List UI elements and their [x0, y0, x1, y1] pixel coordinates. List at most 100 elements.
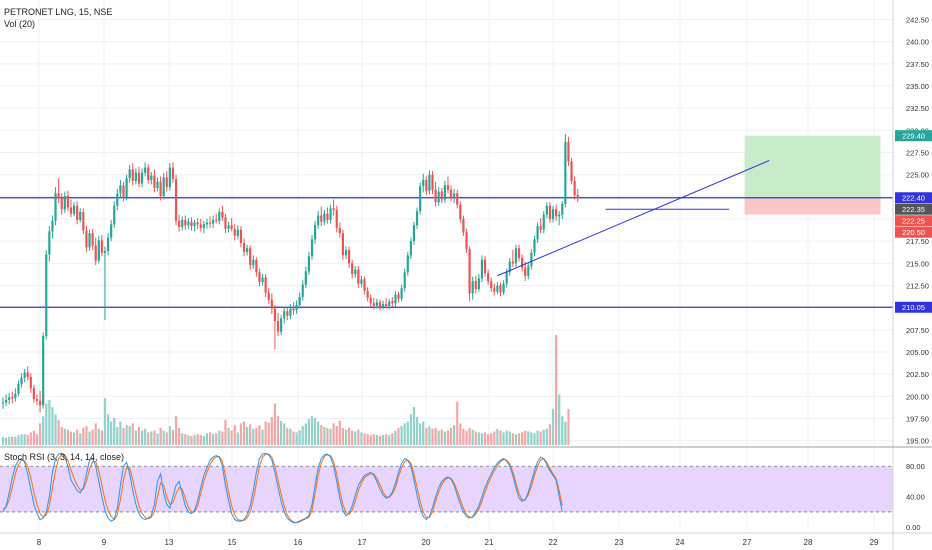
symbol-title[interactable]: PETRONET LNG, 15, NSE — [4, 7, 112, 17]
candle-body — [91, 233, 94, 246]
candle — [561, 201, 564, 220]
volume-bar — [422, 421, 425, 445]
candle-body — [527, 266, 530, 276]
volume-legend[interactable]: Vol (20) — [4, 19, 35, 29]
candle — [545, 202, 548, 219]
y-tick-label: 195.00 — [906, 437, 929, 446]
candle — [388, 298, 391, 310]
candle-body — [555, 209, 558, 217]
volume-bar — [23, 434, 26, 445]
candle-body — [122, 185, 125, 197]
candle-body — [338, 227, 341, 234]
candle — [533, 235, 536, 257]
candle-body — [181, 219, 184, 227]
candle-body — [276, 320, 280, 332]
volume-bar — [453, 425, 456, 445]
candle — [134, 168, 137, 185]
candle-body — [313, 225, 317, 240]
horizontal-levels[interactable] — [0, 197, 893, 308]
candle — [273, 305, 277, 350]
volume-bar — [110, 421, 113, 445]
volume-bar — [227, 427, 230, 445]
candle — [471, 276, 474, 300]
candle — [369, 294, 372, 307]
candlesticks — [1, 133, 579, 413]
candle-body — [57, 193, 60, 198]
candle-body — [536, 226, 539, 240]
candle-body — [42, 336, 45, 406]
volume-bar — [14, 436, 17, 445]
candle — [212, 215, 215, 228]
candle-body — [8, 397, 11, 400]
candle-body — [178, 220, 181, 227]
candle — [82, 208, 85, 235]
volume-bar — [298, 430, 301, 445]
candle — [301, 280, 304, 301]
candle-body — [391, 301, 394, 304]
candle-body — [496, 285, 499, 292]
candle-body — [208, 222, 212, 224]
candle — [113, 201, 116, 228]
candle-body — [97, 240, 100, 261]
candle-body — [360, 279, 363, 284]
y-tick-label: 235.00 — [906, 82, 929, 91]
candle-body — [196, 222, 199, 225]
candle — [252, 255, 255, 269]
volume-bar — [280, 420, 283, 445]
candle-body — [366, 290, 369, 298]
candle — [193, 219, 196, 232]
candle-body — [369, 297, 372, 304]
candle-body — [449, 189, 453, 198]
price-badge-bg — [895, 215, 932, 227]
trend-drawings[interactable] — [497, 160, 770, 277]
candle-body — [162, 177, 165, 196]
candle — [144, 162, 147, 177]
candle-body — [239, 229, 243, 243]
candle — [289, 304, 292, 320]
volume-bar — [456, 401, 459, 445]
x-tick-label: 16 — [294, 538, 303, 547]
candle — [385, 297, 388, 309]
candle — [85, 226, 88, 252]
y-tick-label: 212.50 — [906, 282, 929, 291]
volume-bar — [119, 421, 122, 445]
x-tick-label: 28 — [804, 538, 813, 547]
candle — [280, 314, 283, 336]
candle-body — [249, 248, 252, 266]
stop-zone — [744, 198, 881, 215]
candle — [276, 313, 280, 337]
candle-body — [76, 205, 79, 220]
candle-body — [326, 213, 329, 220]
osc-tick-label: 0.00 — [906, 523, 921, 532]
candle — [54, 187, 57, 226]
candle-body — [480, 259, 484, 279]
candle-body — [351, 263, 354, 274]
candle — [187, 218, 190, 229]
price-badge: 222.25 — [895, 215, 932, 227]
x-tick-label: 24 — [676, 538, 685, 547]
volume-bar — [521, 432, 524, 445]
oscillator-legend[interactable]: Stoch RSI (3, 3, 14, 14, close) — [4, 452, 124, 462]
volume-bar — [113, 417, 116, 445]
candle-body — [17, 383, 20, 394]
candle — [283, 306, 286, 324]
candle-body — [258, 272, 261, 282]
candle-body — [344, 250, 348, 256]
price-badges: 229.40 222.40 222.35 222.25 220.50 210.05 — [895, 130, 932, 313]
volume-bar — [369, 435, 372, 445]
volume-bar — [468, 427, 471, 445]
volume-bar — [514, 434, 518, 445]
y-tick-label: 225.00 — [906, 171, 929, 180]
candle-body — [493, 288, 496, 292]
candle — [431, 171, 434, 195]
candle — [307, 251, 311, 275]
candle — [88, 229, 91, 251]
candle-body — [119, 185, 122, 194]
volume-bar — [168, 426, 171, 445]
y-tick-label: 197.50 — [906, 415, 929, 424]
price-badge-bg — [895, 203, 932, 215]
volume-bar — [292, 431, 295, 445]
candle-body — [54, 193, 57, 221]
stoch-d-line — [2, 453, 563, 524]
